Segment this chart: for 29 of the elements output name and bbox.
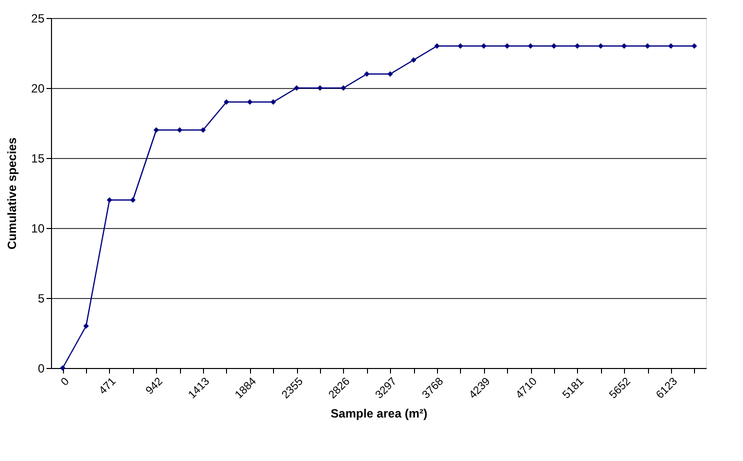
point — [528, 43, 534, 49]
point — [317, 85, 323, 91]
x-tick-label: 471 — [97, 376, 118, 397]
point — [106, 197, 112, 203]
point — [130, 197, 136, 203]
point — [294, 85, 300, 91]
y-tick-label: 0 — [38, 362, 45, 376]
point — [621, 43, 627, 49]
y-tick-label: 25 — [31, 12, 45, 26]
point — [200, 127, 206, 133]
y-axis-title: Cumulative species — [5, 137, 20, 250]
point — [60, 365, 66, 371]
point — [340, 85, 346, 91]
y-tick-label: 20 — [31, 82, 45, 96]
point — [644, 43, 650, 49]
point — [224, 99, 230, 105]
point — [83, 323, 89, 329]
point — [692, 43, 698, 49]
x-axis-title: Sample area (m²) — [330, 406, 428, 421]
point — [668, 43, 674, 49]
point — [551, 43, 557, 49]
y-tick-label: 10 — [31, 222, 45, 236]
point — [434, 43, 440, 49]
point — [458, 43, 464, 49]
x-tick-label: 0 — [58, 376, 72, 388]
y-tick-label: 15 — [31, 152, 45, 166]
y-tick-label: 5 — [38, 292, 45, 306]
point — [410, 57, 416, 63]
x-tick-label: 942 — [144, 376, 166, 397]
